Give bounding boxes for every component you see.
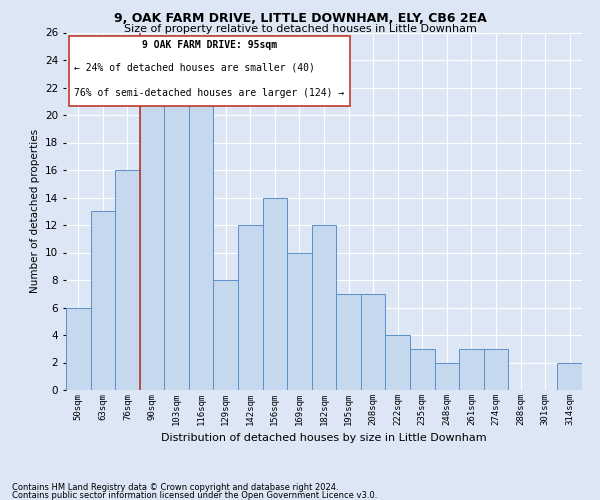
Bar bbox=[287, 252, 312, 390]
Y-axis label: Number of detached properties: Number of detached properties bbox=[29, 129, 40, 294]
Bar bbox=[164, 101, 189, 390]
Bar bbox=[434, 362, 459, 390]
Text: 76% of semi-detached houses are larger (124) →: 76% of semi-detached houses are larger (… bbox=[74, 88, 344, 98]
Bar bbox=[214, 280, 238, 390]
Bar bbox=[459, 349, 484, 390]
Text: Size of property relative to detached houses in Little Downham: Size of property relative to detached ho… bbox=[124, 24, 476, 34]
Text: Contains public sector information licensed under the Open Government Licence v3: Contains public sector information licen… bbox=[12, 490, 377, 500]
Bar bbox=[336, 294, 361, 390]
Bar bbox=[484, 349, 508, 390]
Text: 9 OAK FARM DRIVE: 95sqm: 9 OAK FARM DRIVE: 95sqm bbox=[142, 40, 277, 50]
Bar bbox=[66, 308, 91, 390]
Bar bbox=[115, 170, 140, 390]
Bar bbox=[91, 211, 115, 390]
Bar bbox=[263, 198, 287, 390]
Bar bbox=[238, 225, 263, 390]
Bar bbox=[361, 294, 385, 390]
FancyBboxPatch shape bbox=[68, 36, 350, 106]
Text: ← 24% of detached houses are smaller (40): ← 24% of detached houses are smaller (40… bbox=[74, 63, 314, 73]
Text: 9, OAK FARM DRIVE, LITTLE DOWNHAM, ELY, CB6 2EA: 9, OAK FARM DRIVE, LITTLE DOWNHAM, ELY, … bbox=[113, 12, 487, 26]
Bar bbox=[557, 362, 582, 390]
X-axis label: Distribution of detached houses by size in Little Downham: Distribution of detached houses by size … bbox=[161, 434, 487, 444]
Bar bbox=[410, 349, 434, 390]
Bar bbox=[189, 88, 214, 390]
Bar bbox=[385, 335, 410, 390]
Bar bbox=[312, 225, 336, 390]
Bar bbox=[140, 101, 164, 390]
Text: Contains HM Land Registry data © Crown copyright and database right 2024.: Contains HM Land Registry data © Crown c… bbox=[12, 484, 338, 492]
